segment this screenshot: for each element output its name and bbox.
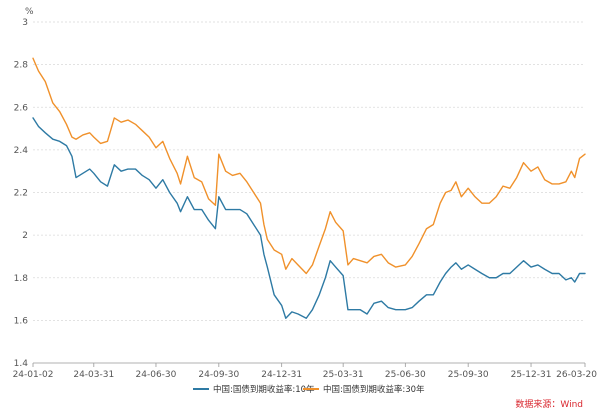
series-layer <box>32 57 586 319</box>
x-tick-label: 25-06-30 <box>385 370 426 380</box>
y-tick-label: 2.2 <box>14 189 28 199</box>
y-tick-label: 1.8 <box>14 274 29 284</box>
data-source-note: 数据来源：Wind <box>515 398 583 410</box>
x-tick-label: 24-01-02 <box>13 370 54 380</box>
legend: 中国:国债到期收益率:10年 中国:国债到期收益率:30年 <box>193 384 425 395</box>
series-line-10y[interactable] <box>32 117 586 319</box>
x-tick-label: 24-12-31 <box>261 370 302 380</box>
x-tick-label: 25-12-31 <box>511 370 552 380</box>
legend-item-10y[interactable]: 中国:国债到期收益率:10年 <box>193 384 315 395</box>
x-tick-label: 24-06-30 <box>136 370 177 380</box>
x-tick-label: 25-09-30 <box>448 370 489 380</box>
x-tick-label: 24-09-30 <box>198 370 239 380</box>
series-line-30y[interactable] <box>32 57 586 275</box>
x-tick-label: 24-03-31 <box>73 370 114 380</box>
grid-layer <box>33 21 585 321</box>
x-tick-label: 26-03-20 <box>556 370 597 380</box>
y-tick-label: 2.8 <box>14 61 29 71</box>
y-axis-unit: % <box>25 7 34 17</box>
legend-item-30y[interactable]: 中国:国债到期收益率:30年 <box>303 384 425 395</box>
legend-label-10y: 中国:国债到期收益率:10年 <box>213 384 315 395</box>
y-tick-label: 1.4 <box>14 359 29 369</box>
y-tick-label: 1.6 <box>14 316 29 326</box>
axis-layer: 1.4 1.6 1.8 2 2.2 2.4 2.6 2.8 3 24-01-02 24-03-31 2… <box>13 18 598 380</box>
x-tick-label: 25-03-31 <box>323 370 364 380</box>
y-tick-label: 2.6 <box>14 103 29 113</box>
y-tick-label: 2 <box>22 231 28 241</box>
y-tick-label: 2.4 <box>14 146 29 156</box>
y-tick-label: 3 <box>22 18 28 28</box>
legend-label-30y: 中国:国债到期收益率:30年 <box>323 384 425 395</box>
